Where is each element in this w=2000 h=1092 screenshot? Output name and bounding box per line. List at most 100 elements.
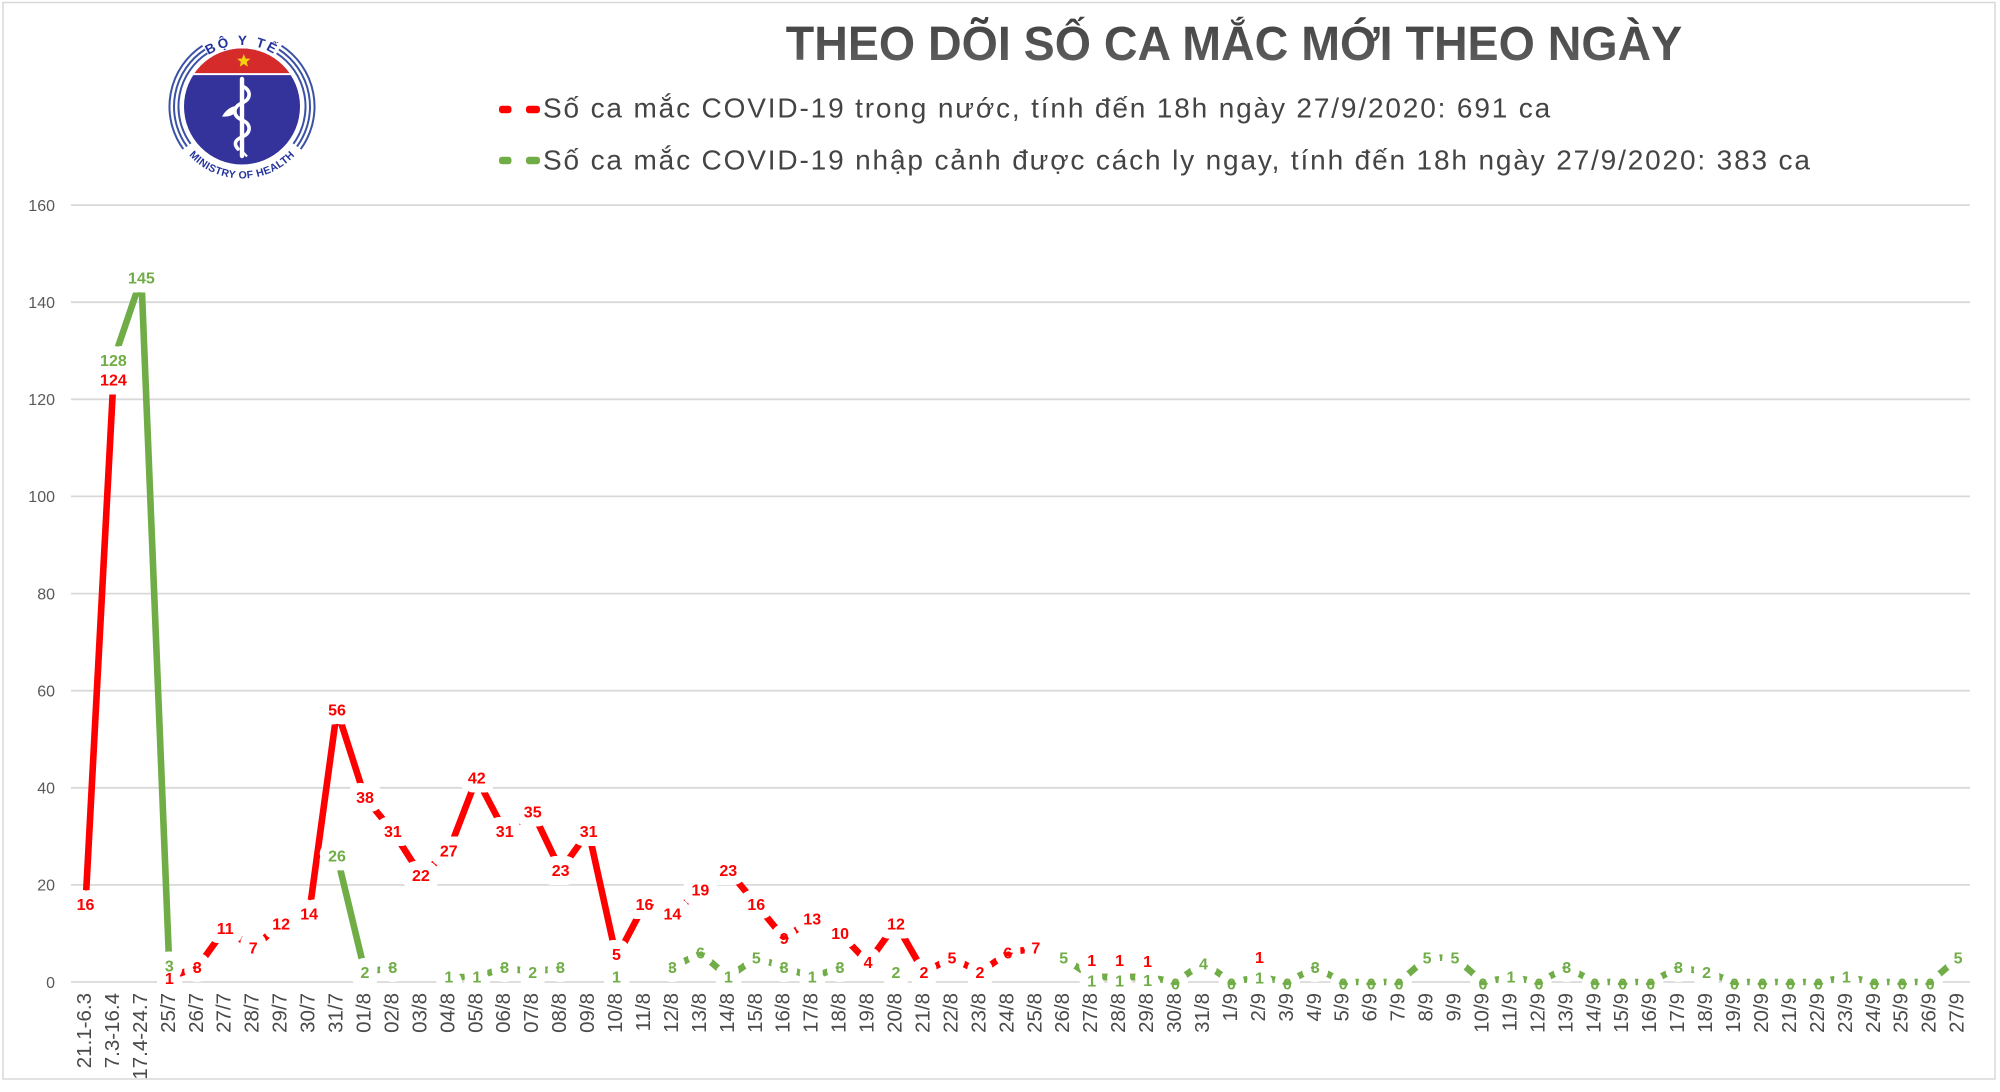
svg-text:Số ca mắc COVID-19 nhập cảnh đ: Số ca mắc COVID-19 nhập cảnh được cách l… (543, 145, 1812, 176)
svg-text:5: 5 (1451, 950, 1460, 967)
svg-text:3: 3 (193, 960, 202, 977)
svg-text:26: 26 (328, 848, 346, 865)
svg-text:18/9: 18/9 (1694, 993, 1717, 1033)
svg-text:3: 3 (1674, 960, 1683, 977)
svg-text:5: 5 (1423, 950, 1432, 967)
svg-text:27/7: 27/7 (213, 993, 236, 1033)
svg-text:3: 3 (500, 960, 509, 977)
svg-text:2: 2 (361, 965, 370, 982)
svg-text:5: 5 (1954, 950, 1963, 967)
svg-text:0: 0 (1339, 977, 1348, 994)
svg-text:2: 2 (920, 965, 929, 982)
svg-text:160: 160 (28, 198, 55, 215)
svg-text:3: 3 (836, 960, 845, 977)
svg-text:29/7: 29/7 (269, 993, 292, 1033)
svg-text:60: 60 (37, 684, 55, 701)
svg-text:1: 1 (1143, 954, 1152, 971)
svg-text:22: 22 (412, 868, 430, 885)
svg-text:31/7: 31/7 (325, 993, 348, 1033)
svg-text:14: 14 (300, 907, 318, 924)
svg-text:01/8: 01/8 (353, 993, 376, 1033)
svg-text:6/9: 6/9 (1359, 993, 1382, 1022)
svg-text:2: 2 (528, 965, 537, 982)
svg-text:7: 7 (1031, 941, 1040, 958)
svg-text:21/9: 21/9 (1778, 993, 1801, 1033)
svg-text:30/7: 30/7 (297, 993, 320, 1033)
svg-text:20: 20 (37, 878, 55, 895)
svg-text:28/7: 28/7 (241, 993, 264, 1033)
svg-text:6: 6 (696, 946, 705, 963)
svg-text:140: 140 (28, 295, 55, 312)
svg-text:11/9: 11/9 (1498, 993, 1521, 1031)
svg-text:17.4-24.7: 17.4-24.7 (129, 993, 152, 1080)
svg-text:26/9: 26/9 (1918, 993, 1941, 1033)
svg-text:1/9: 1/9 (1219, 993, 1242, 1022)
svg-text:5: 5 (947, 950, 956, 967)
svg-text:2: 2 (892, 965, 901, 982)
svg-text:12: 12 (887, 916, 905, 933)
svg-text:9: 9 (780, 931, 789, 948)
svg-text:12/8: 12/8 (660, 993, 683, 1033)
svg-text:100: 100 (28, 489, 55, 506)
svg-text:15/8: 15/8 (744, 993, 767, 1033)
svg-text:23: 23 (552, 863, 570, 880)
svg-text:3: 3 (1311, 960, 1320, 977)
svg-text:120: 120 (28, 392, 55, 409)
svg-text:31: 31 (384, 824, 402, 841)
svg-text:12/9: 12/9 (1526, 993, 1549, 1033)
svg-text:04/8: 04/8 (436, 993, 459, 1033)
svg-text:20/9: 20/9 (1750, 993, 1773, 1033)
svg-text:21/8: 21/8 (912, 993, 935, 1033)
svg-text:4: 4 (864, 955, 873, 972)
svg-text:5: 5 (752, 950, 761, 967)
svg-text:1: 1 (1087, 974, 1096, 991)
svg-text:0: 0 (1814, 977, 1823, 994)
svg-text:2/9: 2/9 (1247, 993, 1270, 1022)
svg-text:31/8: 31/8 (1191, 993, 1214, 1033)
svg-text:1: 1 (1255, 971, 1264, 988)
svg-text:3: 3 (165, 959, 174, 976)
svg-text:26/7: 26/7 (185, 993, 208, 1033)
svg-text:29/8: 29/8 (1135, 993, 1158, 1033)
svg-text:23/8: 23/8 (967, 993, 990, 1033)
svg-text:12: 12 (272, 916, 290, 933)
svg-text:0: 0 (46, 975, 55, 992)
svg-text:16/9: 16/9 (1638, 993, 1661, 1033)
svg-text:10/9: 10/9 (1471, 993, 1494, 1033)
svg-text:0: 0 (1618, 977, 1627, 994)
svg-text:30/8: 30/8 (1163, 993, 1186, 1033)
svg-text:0: 0 (1395, 977, 1404, 994)
svg-text:1: 1 (444, 970, 453, 987)
svg-text:4: 4 (1199, 957, 1208, 974)
svg-text:10/8: 10/8 (604, 993, 627, 1033)
svg-text:8/9: 8/9 (1415, 993, 1438, 1022)
svg-text:09/8: 09/8 (576, 993, 599, 1033)
svg-text:10: 10 (831, 926, 849, 943)
svg-text:7/9: 7/9 (1387, 993, 1410, 1022)
svg-text:1: 1 (1255, 950, 1264, 967)
svg-text:1: 1 (1506, 970, 1515, 987)
svg-text:7.3-16.4: 7.3-16.4 (101, 993, 124, 1068)
svg-text:1: 1 (1115, 973, 1124, 990)
svg-text:13/9: 13/9 (1554, 993, 1577, 1033)
svg-text:14/8: 14/8 (716, 993, 739, 1033)
svg-text:28/8: 28/8 (1107, 993, 1130, 1033)
svg-text:0: 0 (1926, 977, 1935, 994)
svg-text:05/8: 05/8 (464, 993, 487, 1033)
svg-text:3/9: 3/9 (1275, 993, 1298, 1022)
svg-text:31: 31 (496, 824, 514, 841)
svg-text:80: 80 (37, 586, 55, 603)
svg-text:19/9: 19/9 (1722, 993, 1745, 1033)
svg-text:0: 0 (1227, 977, 1236, 994)
svg-text:0: 0 (1786, 977, 1795, 994)
svg-text:1: 1 (1115, 953, 1124, 970)
svg-text:18/8: 18/8 (828, 993, 851, 1033)
svg-text:25/9: 25/9 (1890, 993, 1913, 1033)
svg-text:0: 0 (1367, 977, 1376, 994)
svg-text:16: 16 (77, 897, 95, 914)
svg-text:9/9: 9/9 (1443, 993, 1466, 1022)
svg-text:11: 11 (217, 921, 234, 938)
svg-text:42: 42 (468, 771, 486, 788)
svg-text:0: 0 (1730, 977, 1739, 994)
svg-text:3: 3 (556, 960, 565, 977)
